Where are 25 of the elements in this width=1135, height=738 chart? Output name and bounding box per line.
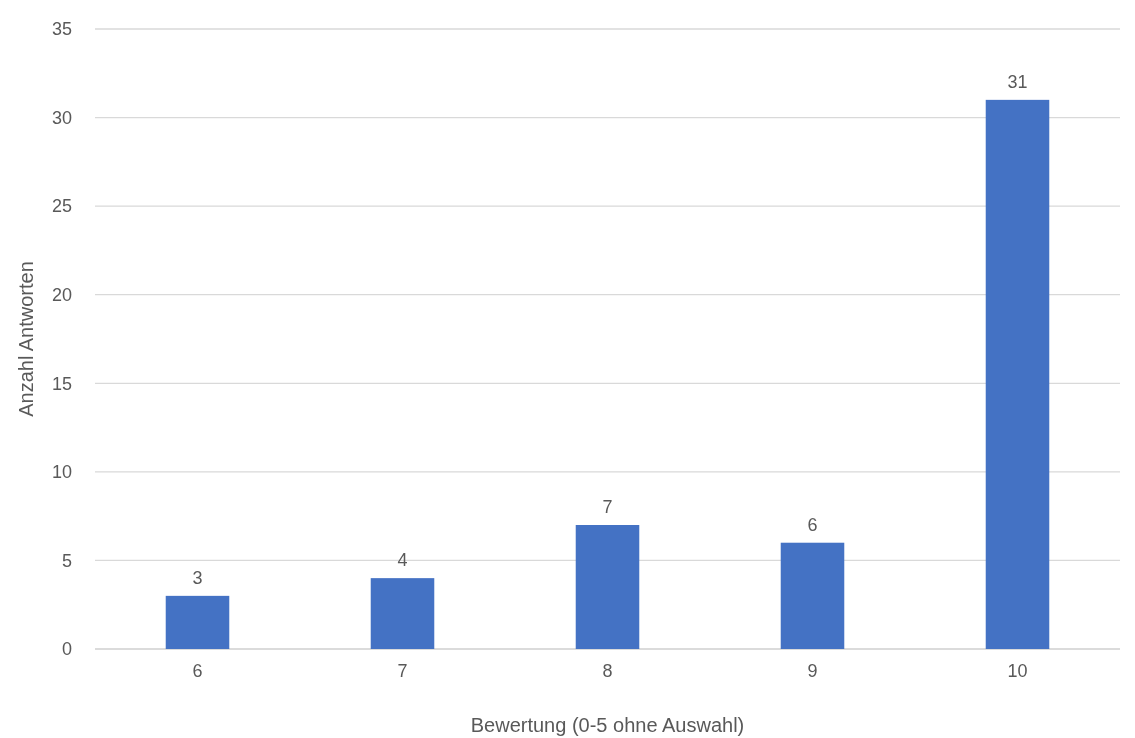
bar — [780, 542, 845, 649]
y-tick-label: 10 — [51, 462, 72, 483]
data-label: 3 — [192, 567, 203, 588]
y-tick-label: 35 — [51, 19, 72, 40]
data-label: 6 — [807, 514, 818, 535]
bar — [575, 525, 640, 649]
x-tick-label: 8 — [602, 661, 613, 681]
data-label: 4 — [397, 550, 408, 571]
bar — [165, 595, 230, 649]
x-tick-label: 10 — [1007, 661, 1028, 681]
y-tick-label: 15 — [51, 373, 72, 394]
x-tick-label: 7 — [397, 661, 408, 681]
y-tick-label: 30 — [51, 107, 72, 128]
x-axis-title: Bewertung (0-5 ohne Auswahl) — [470, 714, 745, 736]
y-tick-label: 0 — [61, 639, 72, 660]
y-tick-label: 25 — [51, 196, 72, 217]
data-label: 31 — [1007, 71, 1028, 92]
y-tick-label: 20 — [51, 285, 72, 306]
y-tick-label: 5 — [61, 550, 72, 571]
data-label: 7 — [602, 497, 613, 517]
bar — [370, 578, 435, 649]
bar — [985, 99, 1050, 649]
x-tick-label: 9 — [807, 661, 818, 681]
y-axis-title: Anzahl Antworten — [15, 261, 37, 417]
x-tick-label: 6 — [192, 661, 203, 681]
